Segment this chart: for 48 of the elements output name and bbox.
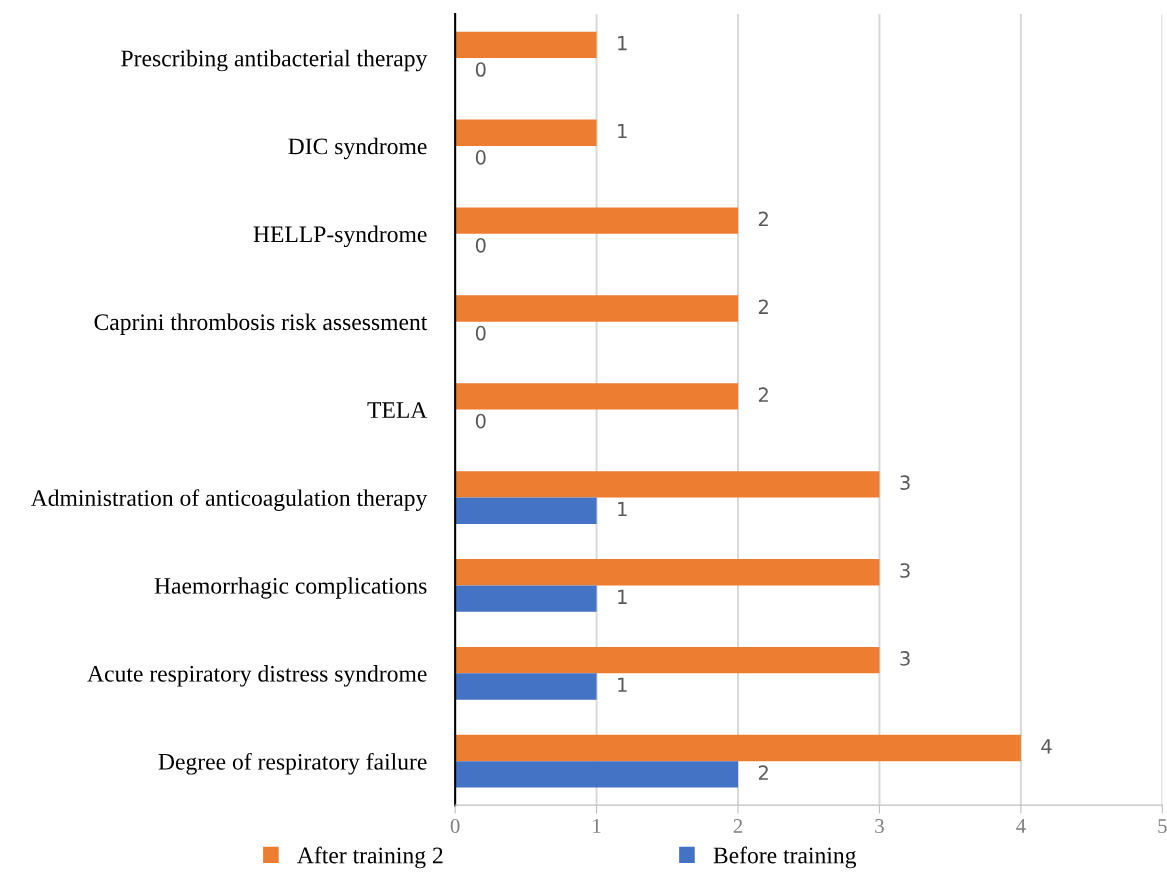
bar	[455, 646, 880, 674]
bar	[455, 383, 739, 410]
data-label: 3	[900, 475, 910, 490]
data-label: 1	[618, 589, 627, 604]
data-label: 1	[618, 36, 627, 51]
y-tick-label: TELA	[367, 402, 428, 418]
data-label: 3	[900, 563, 910, 578]
data-label: 0	[475, 62, 486, 77]
y-tick-label: Prescribing antibacterial therapy	[121, 49, 428, 72]
x-tick-label: 1	[593, 819, 601, 833]
bar	[455, 31, 597, 59]
y-tick-label: Caprini thrombosis risk assessment	[94, 313, 428, 335]
data-label: 2	[758, 387, 768, 402]
y-tick-label: Administration of anticoagulation therapy	[30, 489, 428, 511]
data-label: 0	[475, 237, 486, 253]
data-label: 2	[758, 765, 768, 780]
bar	[455, 295, 739, 322]
bar	[455, 497, 597, 524]
data-label: 0	[475, 413, 486, 429]
bar	[455, 673, 597, 700]
bar	[455, 119, 597, 146]
x-tick-label: 0	[450, 818, 460, 834]
y-tick-label: DIC syndrome	[288, 137, 427, 160]
data-label: 2	[758, 211, 768, 226]
y-tick-label: Degree of respiratory failure	[158, 752, 427, 775]
data-label: 4	[1041, 739, 1052, 754]
x-tick-label: 4	[1016, 819, 1026, 833]
bar	[455, 761, 739, 788]
bar	[455, 734, 1021, 762]
data-label: 1	[618, 501, 627, 517]
data-label: 1	[618, 123, 627, 139]
data-label: 2	[758, 299, 768, 314]
data-label: 3	[900, 651, 910, 666]
x-tick-label: 5	[1158, 819, 1167, 834]
y-tick-label: Acute respiratory distress syndrome	[87, 665, 427, 687]
data-label: 0	[475, 325, 486, 341]
legend-label: Before training	[713, 846, 857, 869]
bar	[455, 559, 880, 586]
bar	[455, 585, 597, 612]
x-tick-label: 2	[733, 819, 743, 833]
y-tick-label: HELLP-syndrome	[253, 225, 427, 248]
data-label: 1	[618, 677, 627, 692]
x-tick-label: 3	[875, 819, 884, 834]
y-tick-label: Haemorrhagic complications	[154, 577, 427, 599]
bar	[455, 471, 880, 498]
legend-label: After training 2	[297, 846, 443, 869]
bar	[455, 207, 739, 234]
data-label: 0	[475, 150, 486, 165]
